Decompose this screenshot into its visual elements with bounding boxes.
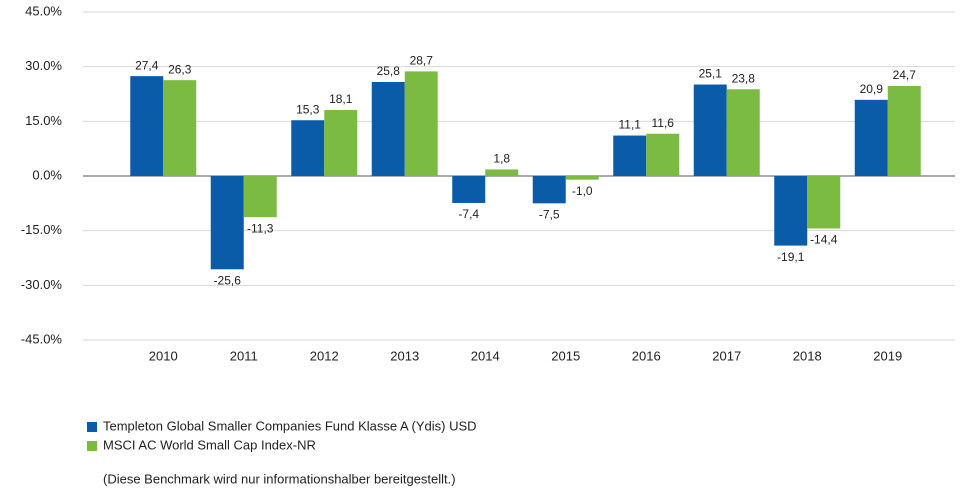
x-tick-label: 2019 xyxy=(873,348,902,363)
value-label: -7,4 xyxy=(458,207,479,221)
value-label: 25,1 xyxy=(699,67,723,81)
y-tick-label: -30.0% xyxy=(21,277,63,292)
x-tick-label: 2016 xyxy=(632,348,661,363)
value-label: -14,4 xyxy=(810,233,838,247)
x-tick-label: 2018 xyxy=(793,348,822,363)
bar xyxy=(613,135,647,176)
bar xyxy=(485,169,519,176)
bar xyxy=(693,84,727,176)
legend-swatch xyxy=(87,441,97,451)
y-tick-label: 30.0% xyxy=(25,58,62,73)
bar xyxy=(887,85,921,176)
x-tick-label: 2011 xyxy=(230,348,258,363)
value-label: 20,9 xyxy=(860,82,884,96)
x-tick-label: 2014 xyxy=(471,348,500,363)
bar xyxy=(404,71,438,176)
value-label: -19,1 xyxy=(777,250,805,264)
bar xyxy=(854,99,888,176)
value-label: 24,7 xyxy=(893,68,917,82)
x-tick-label: 2017 xyxy=(712,348,741,363)
bar xyxy=(452,176,486,203)
bar xyxy=(774,176,808,246)
bar xyxy=(163,80,197,176)
bar xyxy=(371,81,405,176)
bar xyxy=(130,76,164,176)
value-label: 23,8 xyxy=(732,71,756,85)
value-label: 28,7 xyxy=(410,54,434,68)
legend-swatch xyxy=(87,422,97,432)
value-label: 27,4 xyxy=(135,58,159,72)
y-tick-label: 0.0% xyxy=(32,167,62,182)
legend-label: MSCI AC World Small Cap Index-NR xyxy=(103,437,316,452)
x-tick-label: 2012 xyxy=(310,348,339,363)
value-label: 26,3 xyxy=(168,62,192,76)
y-tick-label: 45.0% xyxy=(25,3,62,18)
value-label: 25,8 xyxy=(377,64,401,78)
bar xyxy=(291,120,325,176)
legend-label: Templeton Global Smaller Companies Fund … xyxy=(103,418,477,433)
y-tick-label: -45.0% xyxy=(21,331,63,346)
y-tick-label: 15.0% xyxy=(25,113,62,128)
x-tick-label: 2010 xyxy=(149,348,178,363)
value-label: -1,0 xyxy=(572,184,593,198)
x-tick-label: 2013 xyxy=(390,348,419,363)
bar xyxy=(646,133,680,176)
bar xyxy=(324,110,358,176)
x-tick-label: 2015 xyxy=(551,348,580,363)
bar xyxy=(565,176,599,180)
value-label: 11,1 xyxy=(619,118,642,132)
bar xyxy=(726,89,760,176)
bar xyxy=(807,176,841,229)
value-label: 11,6 xyxy=(652,116,675,130)
value-label: 18,1 xyxy=(329,92,353,106)
bar xyxy=(243,176,277,218)
bar xyxy=(210,176,244,270)
bar xyxy=(532,176,566,204)
value-label: 15,3 xyxy=(296,102,320,116)
legend-note: (Diese Benchmark wird nur informationsha… xyxy=(103,471,456,486)
value-label: -25,6 xyxy=(214,273,242,287)
value-label: -11,3 xyxy=(247,221,274,235)
value-label: -7,5 xyxy=(539,208,560,222)
value-label: 1,8 xyxy=(493,152,510,166)
y-tick-label: -15.0% xyxy=(21,222,63,237)
